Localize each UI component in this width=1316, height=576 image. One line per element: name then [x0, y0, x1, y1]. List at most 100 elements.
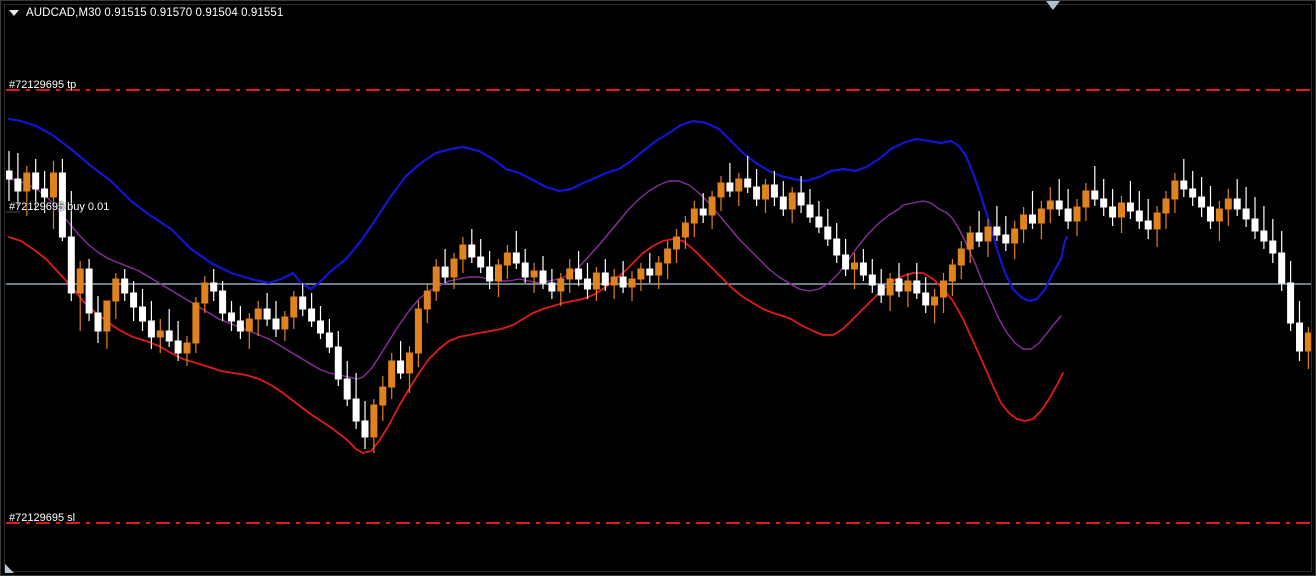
candle-body[interactable] [726, 182, 734, 192]
candle-body[interactable] [592, 272, 600, 290]
candle-body[interactable] [566, 268, 574, 280]
candle-body[interactable] [147, 320, 155, 338]
candle-body[interactable] [272, 318, 280, 330]
candle-body[interactable] [495, 264, 502, 282]
candle-body[interactable] [1260, 230, 1268, 242]
candle-body[interactable] [868, 274, 876, 286]
candle-body[interactable] [957, 248, 965, 266]
candle-body[interactable] [842, 254, 850, 270]
candle-body[interactable] [1242, 208, 1250, 220]
candle-body[interactable] [1109, 206, 1117, 218]
candle-body[interactable] [548, 282, 556, 292]
candle-body[interactable] [779, 196, 787, 210]
candle-body[interactable] [1278, 252, 1286, 284]
candle-body[interactable] [1064, 208, 1072, 222]
candle-body[interactable] [993, 226, 1001, 236]
candle-body[interactable] [281, 316, 289, 330]
candle-body[interactable] [1189, 188, 1197, 198]
candle-body[interactable] [833, 238, 841, 256]
candle-body[interactable] [1269, 240, 1277, 254]
candle-body[interactable] [139, 306, 146, 322]
candle-body[interactable] [1162, 198, 1170, 214]
candle-body[interactable] [23, 172, 31, 192]
candle-body[interactable] [290, 296, 298, 318]
candle-body[interactable] [770, 184, 778, 198]
candle-body[interactable] [486, 266, 494, 282]
candle-body[interactable] [699, 208, 707, 216]
candle-body[interactable] [352, 398, 360, 422]
candle-body[interactable] [1198, 196, 1206, 208]
candle-body[interactable] [450, 258, 458, 278]
candle-body[interactable] [762, 184, 769, 200]
candle-body[interactable] [806, 204, 814, 218]
candle-body[interactable] [1135, 210, 1143, 222]
candle-body[interactable] [299, 296, 307, 310]
candle-body[interactable] [931, 296, 939, 306]
candle-body[interactable] [254, 308, 262, 320]
candle-body[interactable] [1118, 202, 1125, 218]
candle-body[interactable] [940, 280, 947, 298]
candle-body[interactable] [1171, 180, 1179, 200]
candle-body[interactable] [325, 332, 333, 348]
candle-body[interactable] [1215, 208, 1223, 222]
candle-body[interactable] [76, 268, 84, 294]
candle-body[interactable] [174, 340, 182, 354]
candle-body[interactable] [1126, 202, 1134, 212]
candle-body[interactable] [50, 172, 57, 198]
candle-body[interactable] [361, 420, 369, 438]
candle-body[interactable] [655, 262, 663, 276]
candle-body[interactable] [201, 282, 209, 304]
candle-body[interactable] [1073, 206, 1081, 222]
candle-body[interactable] [379, 386, 387, 406]
candle-body[interactable] [895, 278, 903, 292]
candle-body[interactable] [966, 232, 974, 250]
candle-body[interactable] [575, 268, 583, 280]
candle-body[interactable] [6, 170, 13, 180]
candle-body[interactable] [165, 330, 173, 342]
triangle-down-marker-icon[interactable] [1046, 1, 1060, 10]
candle-body[interactable] [717, 182, 725, 198]
candle-body[interactable] [1020, 214, 1028, 230]
candle-body[interactable] [1029, 214, 1036, 224]
candle-body[interactable] [539, 270, 547, 284]
candle-body[interactable] [503, 252, 511, 266]
candle-body[interactable] [441, 266, 449, 278]
candle-body[interactable] [414, 308, 422, 354]
candle-body[interactable] [637, 268, 645, 280]
candle-body[interactable] [877, 284, 885, 296]
candle-body[interactable] [913, 280, 921, 294]
candle-body[interactable] [1287, 282, 1295, 324]
candle-body[interactable] [948, 264, 956, 282]
candle-body[interactable] [753, 186, 761, 200]
candle-body[interactable] [317, 320, 324, 334]
candle-body[interactable] [859, 262, 867, 276]
candle-body[interactable] [477, 256, 485, 268]
candle-body[interactable] [530, 270, 538, 278]
candle-body[interactable] [370, 404, 378, 438]
candle-body[interactable] [851, 262, 858, 270]
candle-body[interactable] [1100, 198, 1108, 208]
candle-body[interactable] [628, 278, 636, 288]
candle-body[interactable] [459, 244, 467, 260]
price-chart-canvas[interactable] [6, 6, 1311, 571]
candle-body[interactable] [1224, 198, 1232, 210]
candle-body[interactable] [1046, 200, 1054, 210]
candle-body[interactable] [735, 178, 743, 192]
candle-body[interactable] [156, 330, 164, 338]
candle-body[interactable] [681, 222, 689, 238]
candle-body[interactable] [664, 248, 672, 264]
candle-body[interactable] [557, 278, 565, 292]
candle-body[interactable] [1082, 190, 1090, 208]
candle-body[interactable] [468, 244, 476, 258]
candle-body[interactable] [1251, 218, 1259, 232]
candle-body[interactable] [121, 278, 129, 294]
candle-body[interactable] [788, 192, 796, 210]
candle-body[interactable] [690, 208, 698, 224]
candle-body[interactable] [406, 352, 413, 374]
candle-body[interactable] [904, 280, 912, 292]
candle-body[interactable] [744, 178, 752, 188]
candle-body[interactable] [308, 308, 316, 322]
candle-body[interactable] [397, 360, 405, 374]
candle-body[interactable] [1180, 180, 1188, 190]
candle-body[interactable] [388, 360, 396, 388]
